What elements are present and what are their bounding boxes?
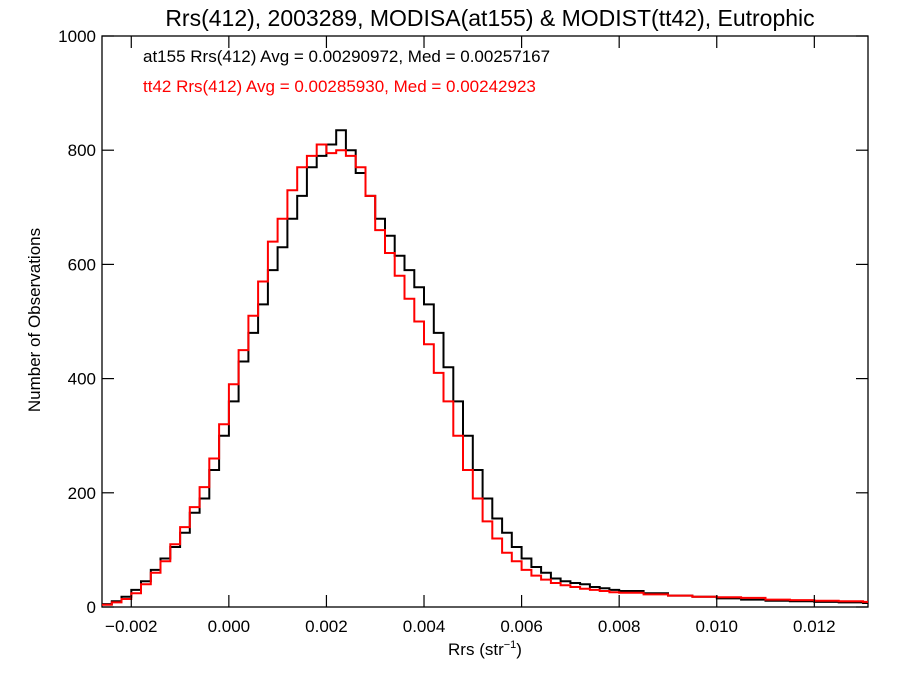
legend-entry-at155: at155 Rrs(412) Avg = 0.00290972, Med = 0… [143,47,550,66]
x-axis: −0.002 0.000 0.002 0.004 0.006 0.008 0.010 0.01… [105,36,836,636]
legend-entry-tt42: tt42 Rrs(412) Avg = 0.00285930, Med = 0.… [143,77,536,96]
x-tick-label: 0.008 [598,617,641,636]
x-axis-label-close: ) [516,640,522,659]
x-axis-label: Rrs (str−1) [448,639,522,659]
x-tick-label: 0.002 [305,617,348,636]
y-tick-label: 800 [68,141,96,160]
chart-title: Rrs(412), 2003289, MODISA(at155) & MODIS… [165,5,814,31]
x-tick-label: 0.000 [208,617,251,636]
legend: at155 Rrs(412) Avg = 0.00290972, Med = 0… [143,47,550,96]
x-axis-label-superscript: −1 [504,639,517,651]
plot-frame [101,35,869,608]
plot-area [101,35,869,608]
y-tick-label: 600 [68,255,96,274]
x-axis-label-main: Rrs (str [448,640,504,659]
series-line-tt42 [102,143,868,606]
x-tick-label: 0.006 [500,617,543,636]
x-tick-label: 0.012 [793,617,836,636]
y-tick-label: 1000 [58,27,96,46]
x-tick-label: 0.010 [695,617,738,636]
x-tick-label: −0.002 [105,617,157,636]
series-line-at155 [102,129,868,606]
y-axis: 0 200 400 600 800 1000 [58,27,868,617]
y-tick-label: 0 [87,598,96,617]
series-layer [102,129,868,606]
y-tick-label: 400 [68,370,96,389]
y-tick-label: 200 [68,484,96,503]
x-tick-label: 0.004 [403,617,446,636]
y-axis-label: Number of Observations [25,228,44,412]
